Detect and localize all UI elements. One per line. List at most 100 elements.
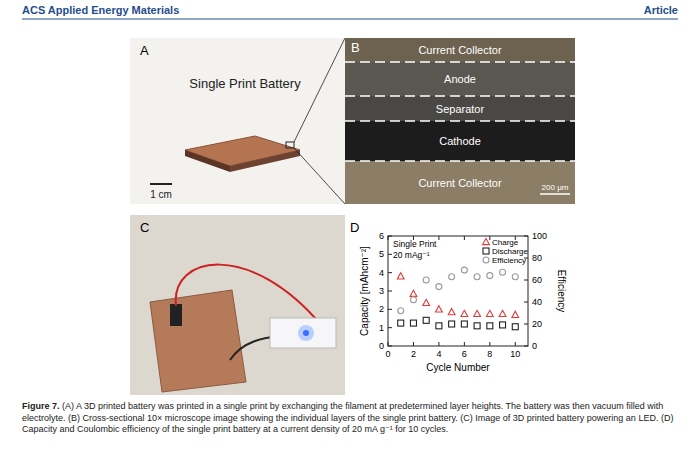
layer-band (345, 161, 575, 204)
annotation: Single Print (393, 239, 437, 249)
y-tick (388, 291, 392, 292)
triangle-marker (461, 310, 468, 316)
caption-text: (A) A 3D printed battery was printed in … (22, 401, 673, 434)
circle-marker (512, 274, 518, 280)
panel-title: Single Print Battery (189, 76, 301, 91)
y2-tick (524, 280, 528, 281)
layer-band (345, 62, 575, 96)
y-tick-label: 1 (379, 323, 384, 333)
y2-tick (524, 346, 528, 347)
layer-label: Anode (444, 73, 476, 85)
legend-entry: Discharge (492, 247, 529, 256)
x-tick (413, 342, 414, 346)
triangle-marker (423, 299, 430, 305)
layer-band (345, 121, 575, 161)
plot-frame (388, 236, 528, 346)
x-tick-label: 6 (462, 349, 467, 359)
y-tick-label: 3 (379, 286, 384, 296)
panel-label: D (350, 220, 359, 235)
triangle-marker (512, 311, 519, 317)
photo-background (130, 215, 345, 395)
x-axis-label: Cycle Number (426, 362, 490, 373)
micrograph-background (345, 38, 575, 204)
layer-label: Current Collector (418, 44, 501, 56)
panel-label: C (140, 220, 149, 235)
y-tick (388, 236, 392, 237)
x-tick-label: 8 (487, 349, 492, 359)
circle-marker (423, 277, 429, 283)
journal-name: ACS Applied Energy Materials (22, 4, 179, 16)
y-tick-label: 6 (379, 231, 384, 241)
section-name: Article (644, 4, 678, 16)
square-marker (461, 321, 467, 327)
layer-boundary (345, 120, 575, 122)
data-marks (397, 267, 518, 330)
scale-bar (540, 193, 570, 195)
x-tick (388, 236, 389, 240)
square-marker (512, 324, 518, 330)
y-tick (388, 346, 392, 347)
wire (176, 265, 322, 326)
legend-marker (483, 238, 490, 244)
y2-tick-label: 80 (532, 253, 542, 263)
y-tick-label: 2 (379, 304, 384, 314)
triangle-marker (486, 310, 493, 316)
circle-marker (398, 308, 404, 314)
header-rule (22, 19, 678, 20)
circle-marker (449, 274, 455, 280)
y2-tick-label: 100 (532, 231, 547, 241)
photo-background (130, 38, 345, 204)
triangle-marker (448, 308, 455, 314)
x-tick (464, 342, 465, 346)
scale-bar-label: 1 cm (150, 189, 172, 200)
layer-label: Cathode (439, 135, 481, 147)
zoom-line (294, 148, 345, 204)
circle-marker (487, 273, 493, 279)
layer-boundary (345, 160, 575, 162)
y2-tick (524, 324, 528, 325)
page: ACS Applied Energy MaterialsArticleASing… (0, 0, 700, 452)
annotation: 20 mAg⁻¹ (393, 250, 430, 260)
caption: Figure 7. (A) A 3D printed battery was p… (22, 401, 678, 436)
y-axis-label: Capacity [mAhcm⁻²] (359, 246, 370, 336)
triangle-marker (499, 310, 506, 316)
y-tick-label: 0 (379, 341, 384, 351)
square-marker (500, 322, 506, 328)
x-tick (464, 236, 465, 240)
caption-label: Figure 7. (22, 401, 60, 411)
circle-marker (500, 269, 506, 275)
x-tick (489, 342, 490, 346)
layer-band (345, 96, 575, 121)
triangle-marker (410, 290, 417, 296)
x-tick (438, 236, 439, 240)
y2-tick (524, 236, 528, 237)
figure: ACS Applied Energy MaterialsArticleASing… (0, 0, 700, 452)
y-tick-label: 4 (379, 268, 384, 278)
legend-marker (483, 257, 489, 263)
battery-side (230, 150, 300, 172)
led-glow (298, 325, 314, 341)
x-tick-label: 2 (411, 349, 416, 359)
y-tick (388, 254, 392, 255)
zoom-box (286, 142, 294, 148)
y-tick (388, 272, 392, 273)
circle-marker (474, 274, 480, 280)
layer-band (345, 38, 575, 62)
battery-side (185, 150, 230, 172)
x-tick (515, 342, 516, 346)
legend-marker (483, 248, 489, 254)
square-marker (423, 317, 429, 323)
triangle-marker (436, 306, 443, 312)
x-tick-label: 0 (385, 349, 390, 359)
square-marker (410, 320, 416, 326)
square-marker (449, 321, 455, 327)
panel-label: B (351, 40, 360, 55)
zoom-line (294, 38, 345, 142)
x-tick (438, 342, 439, 346)
square-marker (474, 323, 480, 329)
legend-entry: Charge (492, 238, 519, 247)
circle-marker (436, 284, 442, 290)
y-tick (388, 327, 392, 328)
y2-tick-label: 60 (532, 275, 542, 285)
tab (170, 304, 182, 326)
